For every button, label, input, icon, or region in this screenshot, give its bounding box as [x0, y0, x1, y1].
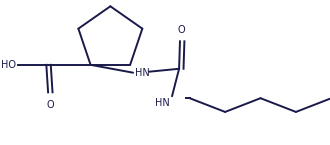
Text: O: O: [178, 25, 185, 35]
Text: HO: HO: [1, 60, 16, 70]
Text: HN: HN: [155, 98, 170, 108]
Text: HN: HN: [135, 68, 149, 78]
Text: O: O: [46, 100, 54, 110]
